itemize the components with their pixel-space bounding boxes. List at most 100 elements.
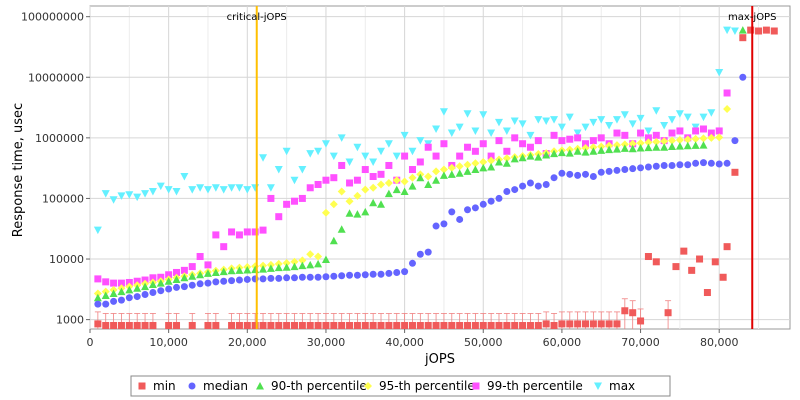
data-point (456, 215, 464, 223)
data-point (471, 147, 479, 155)
data-point (173, 321, 181, 329)
data-point (251, 228, 259, 236)
data-point (338, 321, 346, 329)
data-point (432, 125, 441, 133)
data-point (447, 129, 456, 138)
data-point (597, 116, 606, 124)
data-point (581, 148, 590, 156)
data-point (196, 270, 205, 279)
data-point (282, 263, 291, 271)
data-point (589, 173, 597, 181)
data-point (699, 113, 708, 122)
data-point (298, 166, 307, 174)
data-point (156, 182, 165, 191)
legend-label: 95-th percentile (379, 379, 475, 393)
data-point (110, 297, 118, 305)
data-point (755, 27, 763, 35)
data-point (502, 154, 511, 163)
data-point (565, 113, 574, 122)
data-point (220, 243, 228, 251)
data-point (384, 178, 393, 187)
data-point (715, 127, 723, 135)
legend-label: 90-th percentile (271, 379, 367, 393)
data-point (738, 26, 747, 34)
data-point (93, 293, 102, 302)
data-point (393, 321, 401, 329)
data-point (346, 321, 354, 329)
data-point (495, 321, 503, 329)
data-point (711, 258, 719, 266)
data-point (416, 137, 425, 145)
data-point (613, 129, 621, 137)
data-point (180, 173, 189, 181)
data-point (393, 268, 401, 276)
data-point (432, 167, 441, 176)
data-point (731, 137, 739, 145)
data-point (148, 280, 157, 288)
legend-swatch (256, 382, 264, 390)
data-point (148, 188, 157, 196)
data-point (424, 143, 432, 151)
data-point (432, 321, 440, 329)
data-point (652, 162, 660, 170)
data-point (141, 321, 149, 329)
y-tick-label: 100000000 (21, 11, 84, 24)
data-point (628, 139, 637, 148)
data-point (526, 321, 534, 329)
data-point (243, 265, 252, 274)
data-point (511, 186, 519, 194)
data-point (652, 137, 661, 146)
data-point (707, 159, 715, 167)
data-point (94, 320, 102, 328)
data-point (479, 200, 487, 208)
data-point (723, 104, 732, 113)
data-point (620, 140, 629, 149)
y-tick-label: 10000 (49, 253, 84, 266)
data-point (479, 111, 488, 119)
data-point (361, 321, 369, 329)
data-point (400, 131, 409, 140)
data-point (455, 123, 464, 132)
legend-label: max (609, 379, 635, 393)
data-point (432, 176, 441, 184)
data-point (557, 148, 566, 157)
data-point (439, 108, 448, 116)
data-point (691, 134, 700, 143)
data-point (298, 273, 306, 281)
legend-label: min (153, 379, 176, 393)
data-point (109, 196, 118, 204)
data-point (314, 321, 322, 329)
data-point (228, 321, 236, 329)
data-point (338, 272, 346, 280)
series-max (93, 26, 739, 235)
data-point (455, 162, 464, 171)
data-point (448, 321, 456, 329)
data-point (117, 321, 125, 329)
data-point (589, 320, 597, 328)
data-point (275, 213, 283, 221)
data-point (503, 321, 511, 329)
x-tick-label: 50,000 (464, 336, 503, 349)
series-90-th-percentile (93, 26, 747, 302)
data-point (747, 26, 755, 34)
data-point (117, 192, 126, 200)
data-point (259, 226, 267, 234)
data-point (400, 187, 409, 196)
legend-item: min (138, 379, 176, 393)
data-point (117, 279, 125, 287)
data-point (652, 258, 660, 266)
data-point (101, 291, 110, 300)
data-point (172, 275, 181, 283)
data-point (574, 171, 582, 179)
data-point (699, 159, 707, 167)
data-point (495, 137, 503, 145)
data-point (283, 321, 291, 329)
data-point (503, 147, 511, 155)
data-point (558, 137, 566, 145)
data-point (582, 170, 590, 178)
data-point (612, 141, 621, 150)
data-point (762, 26, 770, 34)
data-point (314, 273, 322, 281)
data-point (266, 184, 275, 192)
data-point (298, 321, 306, 329)
